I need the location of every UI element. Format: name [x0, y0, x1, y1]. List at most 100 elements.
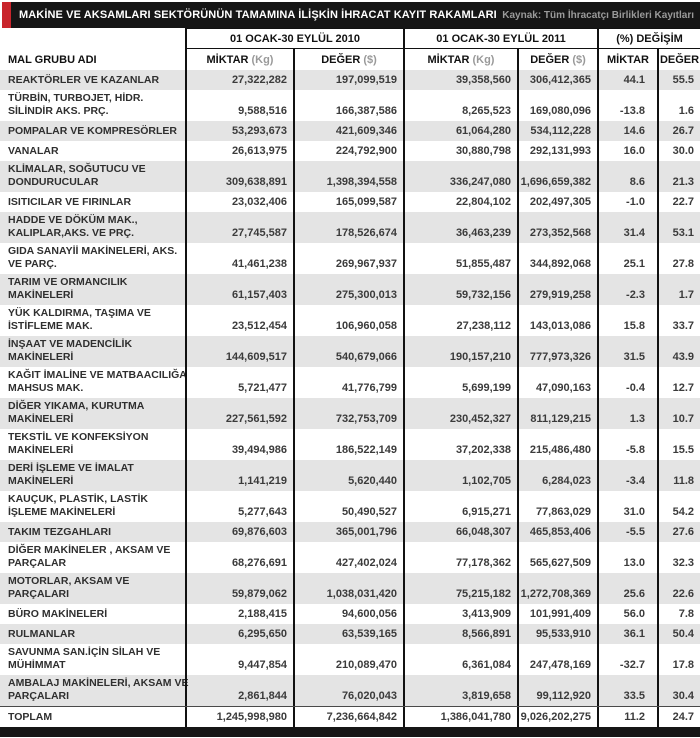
value-miktar-2011: 77,178,362 [403, 542, 517, 573]
value-change-miktar: 44.1 [597, 70, 657, 90]
value-change-miktar: -13.8 [597, 90, 657, 121]
value-change-miktar: 25.6 [597, 573, 657, 604]
product-group-name: BÜRO MAKİNELERİ [8, 608, 108, 620]
value-miktar-2010: 5,277,643 [185, 491, 293, 522]
value-deger-2011: 169,080,096 [517, 90, 597, 121]
value-deger-2010: 166,387,586 [293, 90, 403, 121]
value-change-deger: 15.5 [657, 429, 700, 460]
value-deger-2011: 273,352,568 [517, 212, 597, 243]
value-change-deger: 55.5 [657, 70, 700, 90]
value-change-deger: 21.3 [657, 161, 700, 192]
title-bar: MAKİNE VE AKSAMLARI SEKTÖRÜNÜN TAMAMINA … [2, 2, 700, 28]
value-miktar-2010: 27,745,587 [185, 212, 293, 243]
table-row: HADDE VE DÖKÜM MAK., KALIPLAR,AKS. VE PRÇ… [0, 212, 700, 243]
table-row: ISITICILAR VE FIRINLAR 23,032,406 165,099,… [0, 192, 700, 212]
value-deger-2010: 540,679,066 [293, 336, 403, 367]
value-miktar-2011: 6,915,271 [403, 491, 517, 522]
product-group-name: POMPALAR VE KOMPRESÖRLER [8, 125, 177, 137]
value-deger-2011: 47,090,163 [517, 367, 597, 398]
value-miktar-2011: 30,880,798 [403, 141, 517, 161]
group-header-change: (%) DEĞİŞİM [597, 28, 700, 49]
value-miktar-2011: 75,215,182 [403, 573, 517, 604]
product-group-name: REAKTÖRLER VE KAZANLAR [8, 74, 160, 86]
value-deger-2011: 143,013,086 [517, 305, 597, 336]
value-change-miktar: 8.6 [597, 161, 657, 192]
table-row: SAVUNMA SAN.İÇİN SİLAH VE MÜHİMMAT 9,447,8… [0, 644, 700, 675]
table-row: DİĞER YIKAMA, KURUTMA MAKİNELERİ 227,561,5… [0, 398, 700, 429]
product-group-name: KAUÇUK, PLASTİK, LASTİK İŞLEME MAKİNELERİ [8, 493, 148, 518]
value-deger-2011: 279,919,258 [517, 274, 597, 305]
table-row: GIDA SANAYİİ MAKİNELERİ, AKS. VE PARÇ. 41,… [0, 243, 700, 274]
value-change-deger: 26.7 [657, 121, 700, 141]
product-group-name: HADDE VE DÖKÜM MAK., KALIPLAR,AKS. VE PRÇ… [8, 214, 138, 239]
value-deger-2011: 1,272,708,369 [517, 573, 597, 604]
product-group-name: GIDA SANAYİİ MAKİNELERİ, AKS. VE PARÇ. [8, 245, 178, 270]
value-deger-2010: 50,490,527 [293, 491, 403, 522]
value-miktar-2010: 1,245,998,980 [185, 707, 293, 727]
value-miktar-2011: 59,732,156 [403, 274, 517, 305]
value-miktar-2011: 66,048,307 [403, 522, 517, 542]
value-deger-2011: 565,627,509 [517, 542, 597, 573]
value-deger-2010: 421,609,346 [293, 121, 403, 141]
value-deger-2011: 101,991,409 [517, 604, 597, 624]
value-change-deger: 22.6 [657, 573, 700, 604]
value-deger-2011: 247,478,169 [517, 644, 597, 675]
value-miktar-2010: 39,494,986 [185, 429, 293, 460]
value-change-miktar: 36.1 [597, 624, 657, 644]
value-change-deger: 30.4 [657, 675, 700, 706]
value-change-miktar: 56.0 [597, 604, 657, 624]
value-miktar-2010: 68,276,691 [185, 542, 293, 573]
value-miktar-2010: 53,293,673 [185, 121, 293, 141]
column-header-miktar: MİKTAR [597, 49, 657, 70]
value-change-miktar: 16.0 [597, 141, 657, 161]
value-miktar-2011: 190,157,210 [403, 336, 517, 367]
value-miktar-2011: 22,804,102 [403, 192, 517, 212]
value-deger-2011: 6,284,023 [517, 460, 597, 491]
value-miktar-2010: 59,879,062 [185, 573, 293, 604]
product-group-name: DERİ İŞLEME VE İMALAT MAKİNELERİ [8, 462, 134, 487]
column-header-miktar: MİKTAR (Kg) [403, 49, 517, 70]
value-deger-2011: 99,112,920 [517, 675, 597, 706]
value-deger-2011: 534,112,228 [517, 121, 597, 141]
table-row: TARIM VE ORMANCILIK MAKİNELERİ 61,157,403 2… [0, 274, 700, 305]
value-deger-2010: 732,753,709 [293, 398, 403, 429]
value-change-miktar: 33.5 [597, 675, 657, 706]
product-group-name: AMBALAJ MAKİNELERİ, AKSAM VE PARÇALARI [8, 677, 189, 702]
value-deger-2011: 215,486,480 [517, 429, 597, 460]
value-change-deger: 22.7 [657, 192, 700, 212]
value-deger-2011: 465,853,406 [517, 522, 597, 542]
table-row: KLİMALAR, SOĞUTUCU VE DONDURUCULAR 309,638… [0, 161, 700, 192]
product-group-name: TÜRBİN, TURBOJET, HİDR. SİLİNDİR AKS. PRÇ… [8, 92, 144, 117]
value-miktar-2011: 1,102,705 [403, 460, 517, 491]
value-miktar-2011: 3,413,909 [403, 604, 517, 624]
value-deger-2010: 197,099,519 [293, 70, 403, 90]
product-group-name: RULMANLAR [8, 628, 76, 640]
value-miktar-2011: 8,265,523 [403, 90, 517, 121]
value-change-miktar: 31.4 [597, 212, 657, 243]
table-body: REAKTÖRLER VE KAZANLAR 27,322,282 197,099,… [0, 70, 700, 727]
total-row: TOPLAM 1,245,998,980 7,236,664,842 1,386,04… [0, 706, 700, 727]
table-row: REAKTÖRLER VE KAZANLAR 27,322,282 197,099,… [0, 70, 700, 90]
value-change-miktar: -0.4 [597, 367, 657, 398]
product-group-name: TARIM VE ORMANCILIK MAKİNELERİ [8, 276, 128, 301]
value-change-deger: 1.7 [657, 274, 700, 305]
value-miktar-2011: 27,238,112 [403, 305, 517, 336]
value-change-miktar: -32.7 [597, 644, 657, 675]
group-header-2010: 01 OCAK-30 EYLÜL 2010 [185, 28, 403, 49]
table-row: TÜRBİN, TURBOJET, HİDR. SİLİNDİR AKS. PRÇ… [0, 90, 700, 121]
value-miktar-2011: 230,452,327 [403, 398, 517, 429]
product-group-name: ISITICILAR VE FIRINLAR [8, 196, 132, 208]
table-row: BÜRO MAKİNELERİ 2,188,415 94,600,056 3,413,… [0, 604, 700, 624]
value-deger-2010: 7,236,664,842 [293, 707, 403, 727]
value-change-deger: 30.0 [657, 141, 700, 161]
value-change-deger: 11.8 [657, 460, 700, 491]
value-miktar-2011: 8,566,891 [403, 624, 517, 644]
value-change-miktar: 25.1 [597, 243, 657, 274]
column-header-deger: DEĞER [657, 49, 700, 70]
product-group-name: KAĞIT İMALİNE VE MATBAACILIĞA MAHSUS MAK. [8, 369, 187, 394]
value-miktar-2011: 1,386,041,780 [403, 707, 517, 727]
value-deger-2010: 5,620,440 [293, 460, 403, 491]
value-miktar-2010: 9,588,516 [185, 90, 293, 121]
value-change-deger: 12.7 [657, 367, 700, 398]
value-deger-2011: 777,973,326 [517, 336, 597, 367]
